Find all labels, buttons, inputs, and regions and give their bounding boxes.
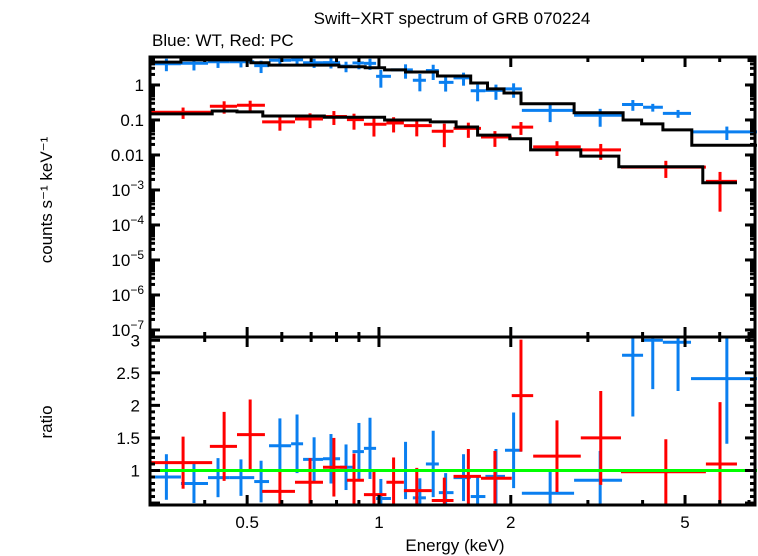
ratio-panel [150, 337, 757, 505]
y-tick-label: 0.1 [120, 111, 144, 130]
y-tick-label: 10−6 [111, 283, 144, 305]
x-tick-label: 2 [506, 513, 515, 532]
y-axis-label-ratio: ratio [37, 405, 56, 438]
ratio-tick-label: 2.5 [116, 364, 140, 383]
spectrum-panel [151, 57, 757, 212]
model-line-wt [151, 58, 757, 147]
y-tick-label: 10−7 [111, 318, 144, 340]
ratio-tick-label: 1 [131, 461, 140, 480]
y-tick-label: 10−3 [111, 178, 144, 200]
y-tick-label: 1 [135, 76, 144, 95]
ratio-tick-label: 1.5 [116, 429, 140, 448]
x-axis-label: Energy (keV) [405, 536, 504, 555]
spectrum-frame [148, 55, 757, 339]
ratio-tick-label: 3 [131, 331, 140, 350]
model-line-pc [151, 109, 737, 185]
ratio-tick-label: 2 [131, 396, 140, 415]
y-tick-label: 0.01 [111, 146, 144, 165]
x-tick-label: 0.5 [235, 513, 259, 532]
chart-subtitle: Blue: WT, Red: PC [152, 31, 294, 50]
x-tick-label: 1 [374, 513, 383, 532]
chart-title: Swift−XRT spectrum of GRB 070224 [314, 9, 591, 28]
ratio-frame [148, 335, 757, 507]
y-tick-label: 10−4 [111, 213, 144, 235]
y-axis-label-spectrum: counts s⁻¹ keV⁻¹ [37, 136, 56, 263]
y-tick-label: 10−5 [111, 248, 144, 270]
x-tick-label: 5 [680, 513, 689, 532]
